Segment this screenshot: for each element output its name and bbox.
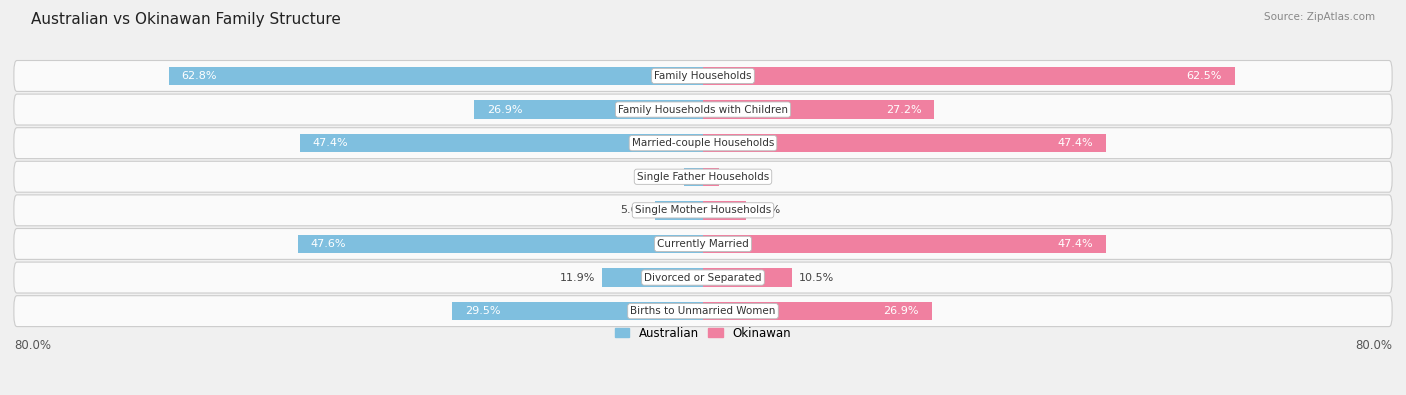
Bar <box>169 67 703 85</box>
Text: 27.2%: 27.2% <box>886 105 921 115</box>
Text: 26.9%: 26.9% <box>883 306 920 316</box>
FancyBboxPatch shape <box>14 296 1392 327</box>
Text: 1.9%: 1.9% <box>725 172 755 182</box>
Text: Family Households: Family Households <box>654 71 752 81</box>
Text: Australian vs Okinawan Family Structure: Australian vs Okinawan Family Structure <box>31 12 340 27</box>
Text: 10.5%: 10.5% <box>799 273 834 282</box>
Text: 80.0%: 80.0% <box>1355 339 1392 352</box>
Bar <box>703 67 1234 85</box>
Text: 47.4%: 47.4% <box>312 138 349 148</box>
Text: 26.9%: 26.9% <box>486 105 523 115</box>
Text: 47.4%: 47.4% <box>1057 239 1094 249</box>
Bar <box>298 235 703 253</box>
Text: 47.4%: 47.4% <box>1057 138 1094 148</box>
Text: 29.5%: 29.5% <box>465 306 501 316</box>
Text: Currently Married: Currently Married <box>657 239 749 249</box>
Bar <box>685 167 703 186</box>
FancyBboxPatch shape <box>14 94 1392 125</box>
Text: 62.5%: 62.5% <box>1187 71 1222 81</box>
Text: 47.6%: 47.6% <box>311 239 346 249</box>
Text: Married-couple Households: Married-couple Households <box>631 138 775 148</box>
Bar <box>299 134 703 152</box>
Bar <box>703 268 793 287</box>
Text: 80.0%: 80.0% <box>14 339 51 352</box>
Bar <box>474 100 703 119</box>
FancyBboxPatch shape <box>14 195 1392 226</box>
Legend: Australian, Okinawan: Australian, Okinawan <box>616 327 790 340</box>
FancyBboxPatch shape <box>14 60 1392 91</box>
Text: 11.9%: 11.9% <box>560 273 595 282</box>
Text: 5.6%: 5.6% <box>620 205 648 215</box>
Bar <box>703 201 745 220</box>
Text: Source: ZipAtlas.com: Source: ZipAtlas.com <box>1264 12 1375 22</box>
FancyBboxPatch shape <box>14 161 1392 192</box>
Bar <box>703 235 1107 253</box>
Bar <box>703 134 1107 152</box>
Text: Family Households with Children: Family Households with Children <box>619 105 787 115</box>
Text: Births to Unmarried Women: Births to Unmarried Women <box>630 306 776 316</box>
FancyBboxPatch shape <box>14 262 1392 293</box>
Text: Divorced or Separated: Divorced or Separated <box>644 273 762 282</box>
Text: Single Mother Households: Single Mother Households <box>636 205 770 215</box>
Bar <box>703 167 718 186</box>
Text: 62.8%: 62.8% <box>181 71 217 81</box>
FancyBboxPatch shape <box>14 228 1392 260</box>
Text: Single Father Households: Single Father Households <box>637 172 769 182</box>
Text: 5.0%: 5.0% <box>752 205 780 215</box>
Bar <box>655 201 703 220</box>
Bar <box>602 268 703 287</box>
Bar <box>453 302 703 320</box>
FancyBboxPatch shape <box>14 128 1392 159</box>
Bar <box>703 100 935 119</box>
Text: 2.2%: 2.2% <box>650 172 678 182</box>
Bar <box>703 302 932 320</box>
